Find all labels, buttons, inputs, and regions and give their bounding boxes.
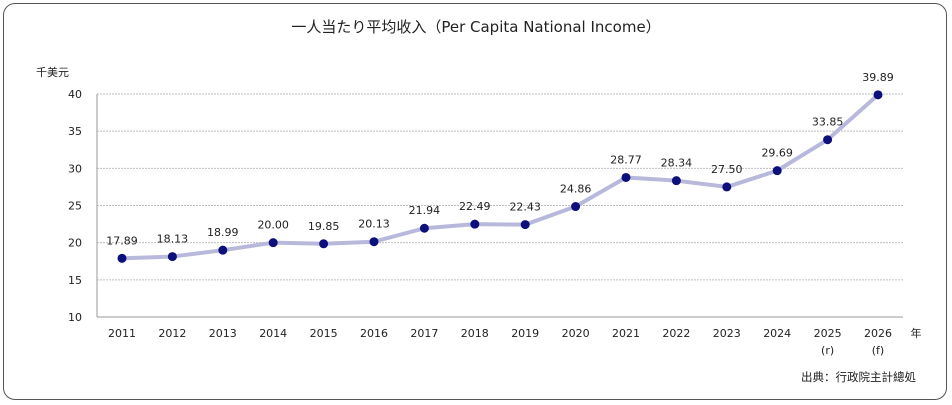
x-axis-unit: 年 <box>911 326 922 340</box>
data-point <box>873 90 883 100</box>
x-tick-label: 2019 <box>511 327 539 340</box>
data-point <box>319 239 329 249</box>
x-tick-label: 2018 <box>461 327 489 340</box>
x-tick-label: 2024 <box>763 327 791 340</box>
data-point <box>218 245 228 255</box>
series-income <box>117 90 883 263</box>
source-note: 出典：行政院主計總処 <box>801 370 916 384</box>
x-tick-label: 2015 <box>310 327 338 340</box>
series-line <box>120 92 880 261</box>
x-axis-ticks: 2011 2012 2013 2014 2015 2016 2017 2018 2019 2020… <box>108 327 892 357</box>
grid-lines <box>96 93 903 318</box>
y-tick-label: 25 <box>68 200 82 213</box>
data-label: 28.77 <box>610 153 642 166</box>
x-tick-label: 2017 <box>410 327 438 340</box>
data-label: 29.69 <box>761 147 793 160</box>
y-tick-label: 10 <box>68 311 82 324</box>
data-point <box>621 172 631 182</box>
data-label: 28.34 <box>661 157 693 170</box>
data-label: 20.13 <box>358 218 390 231</box>
x-tick-note: (r) <box>821 344 834 357</box>
data-label: 24.86 <box>560 183 592 196</box>
data-label: 27.50 <box>711 163 743 176</box>
y-tick-label: 40 <box>68 88 82 101</box>
x-tick-label: 2026 <box>864 327 892 340</box>
data-label: 22.43 <box>509 201 541 214</box>
x-tick-label: 2014 <box>259 327 287 340</box>
x-tick-label: 2025 <box>814 327 842 340</box>
data-label: 18.99 <box>207 226 239 239</box>
data-label: 21.94 <box>409 204 441 217</box>
x-tick-label: 2020 <box>562 327 590 340</box>
data-point <box>419 223 429 233</box>
data-point <box>772 166 782 176</box>
x-tick-label: 2013 <box>209 327 237 340</box>
x-tick-label: 2012 <box>158 327 186 340</box>
data-label: 33.85 <box>812 116 844 129</box>
y-axis-ticks: 10 15 20 25 30 35 40 <box>68 88 82 324</box>
chart-title: 一人当たり平均收入（Per Capita National Income） <box>291 18 661 36</box>
data-label: 18.13 <box>157 233 189 246</box>
data-label: 20.00 <box>257 219 289 232</box>
x-tick-label: 2016 <box>360 327 388 340</box>
data-labels: 17.89 18.13 18.99 20.00 19.85 20.13 21.94 22.49… <box>106 71 894 248</box>
y-tick-label: 20 <box>68 237 82 250</box>
y-tick-label: 30 <box>68 162 82 175</box>
data-label: 17.89 <box>106 234 138 247</box>
data-point <box>722 182 732 192</box>
data-point <box>117 253 127 263</box>
data-label: 19.85 <box>308 220 340 233</box>
chart-frame <box>3 3 947 400</box>
y-tick-label: 15 <box>68 274 82 287</box>
x-tick-label: 2011 <box>108 327 136 340</box>
data-label: 22.49 <box>459 200 491 213</box>
x-tick-label: 2022 <box>662 327 690 340</box>
y-tick-label: 35 <box>68 125 82 138</box>
data-point <box>671 176 681 186</box>
data-point <box>369 237 379 247</box>
data-point <box>470 219 480 229</box>
data-point <box>571 202 581 212</box>
data-point <box>823 135 833 145</box>
data-label: 39.89 <box>862 71 894 84</box>
data-point <box>520 220 530 230</box>
x-tick-note: (f) <box>872 344 884 357</box>
y-axis-unit: 千美元 <box>36 66 69 79</box>
x-tick-label: 2023 <box>713 327 741 340</box>
data-point <box>268 238 278 248</box>
data-point <box>167 252 177 262</box>
x-tick-label: 2021 <box>612 327 640 340</box>
